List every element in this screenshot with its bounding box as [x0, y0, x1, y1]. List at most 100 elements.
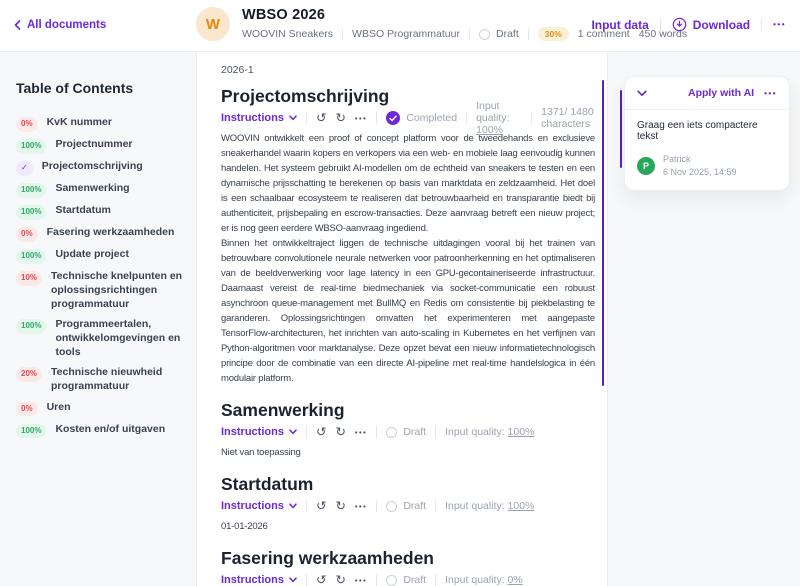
comment-more-icon[interactable]: •••: [764, 88, 777, 98]
progress-badge: 100%: [16, 319, 47, 334]
comment-card-body: Graag een iets compactere tekst P Patric…: [625, 110, 789, 190]
divider: [305, 574, 307, 586]
comment-accent-line: [620, 90, 622, 168]
document-identity: W WBSO 2026 WOOVIN Sneakers WBSO Program…: [196, 7, 687, 41]
undo-icon[interactable]: ↺: [315, 497, 327, 513]
section-body[interactable]: Niet van toepassing: [221, 445, 595, 460]
divider: [625, 109, 789, 110]
draft-circle-icon: [386, 574, 398, 586]
section-status-chip[interactable]: Completed: [386, 111, 457, 125]
document-status-chip: Draft: [478, 28, 519, 40]
section-samenwerking: Samenwerking Instructions ↺ ↻ ••• Draft …: [221, 400, 595, 460]
chevron-down-icon: [289, 115, 297, 121]
sidebar-item-samenwerking[interactable]: 100% Samenwerking: [16, 182, 186, 198]
more-menu-icon[interactable]: •••: [773, 20, 786, 29]
author-avatar: P: [637, 156, 655, 175]
section-title: Projectomschrijving: [221, 86, 390, 106]
instructions-label: Instructions: [221, 574, 284, 586]
divider: [435, 574, 437, 586]
apply-with-ai-button[interactable]: Apply with AI: [687, 87, 755, 99]
comment-card-header: Apply with AI •••: [625, 77, 789, 109]
input-quality[interactable]: Input quality: 100%: [445, 426, 534, 438]
sidebar-item-kosten[interactable]: 100% Kosten en/of uitgaven: [16, 423, 186, 439]
section-body[interactable]: 01-01-2026: [221, 519, 595, 534]
back-label: All documents: [27, 19, 107, 31]
toc-item-label: Fasering werkzaamheden: [46, 226, 175, 239]
back-all-documents-link[interactable]: All documents: [14, 19, 106, 31]
collapse-chevron-icon[interactable]: [637, 90, 647, 97]
completed-check-icon: [386, 111, 401, 125]
section-more-icon[interactable]: •••: [354, 501, 368, 511]
section-toolbar: Instructions ↺ ↻ ••• Draft Input quality…: [221, 499, 595, 513]
instructions-dropdown[interactable]: Instructions: [221, 574, 297, 586]
redo-icon[interactable]: ↻: [335, 109, 346, 125]
section-status-chip[interactable]: Draft: [386, 574, 426, 586]
section-body[interactable]: WOOVIN ontwikkelt een proof of concept p…: [221, 131, 595, 386]
sidebar-item-startdatum[interactable]: 100% Startdatum: [16, 204, 186, 220]
section-status-chip[interactable]: Draft: [386, 500, 426, 512]
comment-highlight-line[interactable]: [602, 80, 604, 386]
section-status-label: Draft: [403, 426, 427, 438]
sidebar-item-technische-nieuwheid[interactable]: 20% Technische nieuwheid programmatuur: [16, 366, 186, 394]
divider: [527, 28, 529, 40]
instructions-dropdown[interactable]: Instructions: [221, 112, 297, 124]
sidebar-item-projectomschrijving[interactable]: ✓ Projectomschrijving: [16, 160, 186, 176]
input-quality-label: Input quality:: [445, 426, 505, 438]
top-bar: All documents W WBSO 2026 WOOVIN Sneaker…: [0, 0, 800, 52]
section-more-icon[interactable]: •••: [354, 575, 368, 585]
toc-item-label: Kosten en/of uitgaven: [55, 422, 166, 435]
undo-icon[interactable]: ↺: [315, 109, 327, 125]
section-status-chip[interactable]: Draft: [386, 426, 426, 438]
chevron-down-icon: [289, 577, 297, 583]
status-label: Draft: [495, 28, 519, 40]
section-more-icon[interactable]: •••: [354, 113, 368, 123]
sidebar-item-programmeertalen[interactable]: 100% Programmeertalen, ontwikkelomgeving…: [16, 318, 186, 360]
sidebar-item-kvk-nummer[interactable]: 0% KvK nummer: [16, 116, 186, 132]
redo-icon[interactable]: ↻: [335, 497, 346, 513]
input-quality[interactable]: Input quality: 0%: [445, 574, 523, 586]
divider: [305, 500, 307, 512]
section-toolbar: Instructions ↺ ↻ ••• Draft Input quality…: [221, 425, 595, 439]
progress-badge: 20%: [16, 367, 43, 383]
instructions-label: Instructions: [221, 112, 284, 124]
toc-item-label: Programmeertalen, ontwikkelomgevingen en…: [55, 318, 181, 359]
redo-icon[interactable]: ↻: [335, 423, 346, 439]
input-data-button[interactable]: Input data: [591, 17, 649, 32]
toc-item-label: Samenwerking: [55, 182, 130, 195]
divider: [376, 574, 378, 586]
toc-title: Table of Contents: [16, 80, 134, 96]
toc-item-label: KvK nummer: [46, 116, 112, 128]
sidebar-item-update-project[interactable]: 100% Update project: [16, 248, 186, 264]
input-quality[interactable]: Input quality: 100%: [445, 500, 534, 512]
section-toolbar: Instructions ↺ ↻ ••• Completed Input qua…: [221, 100, 595, 136]
input-quality-label: Input quality:: [445, 500, 505, 512]
instructions-dropdown[interactable]: Instructions: [221, 500, 297, 512]
progress-badge: 0%: [16, 117, 38, 132]
input-quality-label: Input quality:: [445, 574, 505, 586]
undo-icon[interactable]: ↺: [315, 571, 327, 586]
sidebar-item-projectnummer[interactable]: 100% Projectnummer: [16, 138, 186, 154]
toc-item-label: Technische knelpunten en oplossingsricht…: [51, 270, 183, 311]
undo-icon[interactable]: ↺: [315, 423, 327, 439]
sidebar-item-uren[interactable]: 0% Uren: [16, 401, 186, 417]
comment-count[interactable]: 1 comment: [577, 28, 630, 40]
sidebar-item-fasering-werkzaamheden[interactable]: 0% Fasering werkzaamheden: [16, 226, 186, 242]
overall-quality-badge: 30%: [537, 27, 569, 41]
section-more-icon[interactable]: •••: [354, 427, 368, 437]
toc-item-label: Projectomschrijving: [41, 160, 143, 173]
input-quality[interactable]: Input quality: 100%: [476, 100, 522, 136]
section-startdatum: Startdatum Instructions ↺ ↻ ••• Draft In…: [221, 474, 595, 534]
download-button[interactable]: Download: [672, 17, 750, 32]
company-avatar: W: [196, 7, 230, 41]
instructions-dropdown[interactable]: Instructions: [221, 426, 297, 438]
comment-card[interactable]: Apply with AI ••• Graag een iets compact…: [624, 76, 790, 192]
input-quality-value: 100%: [476, 124, 503, 136]
toc-item-label: Technische nieuwheid programmatuur: [51, 366, 163, 393]
sidebar-item-technische-knelpunten[interactable]: 10% Technische knelpunten en oplossingsr…: [16, 270, 186, 312]
chevron-left-icon: [14, 20, 21, 30]
progress-badge: 100%: [16, 139, 47, 154]
progress-badge: 100%: [16, 249, 47, 264]
redo-icon[interactable]: ↻: [335, 571, 346, 586]
instructions-label: Instructions: [221, 500, 284, 512]
section-fasering-werkzaamheden: Fasering werkzaamheden Instructions ↺ ↻ …: [221, 548, 595, 586]
